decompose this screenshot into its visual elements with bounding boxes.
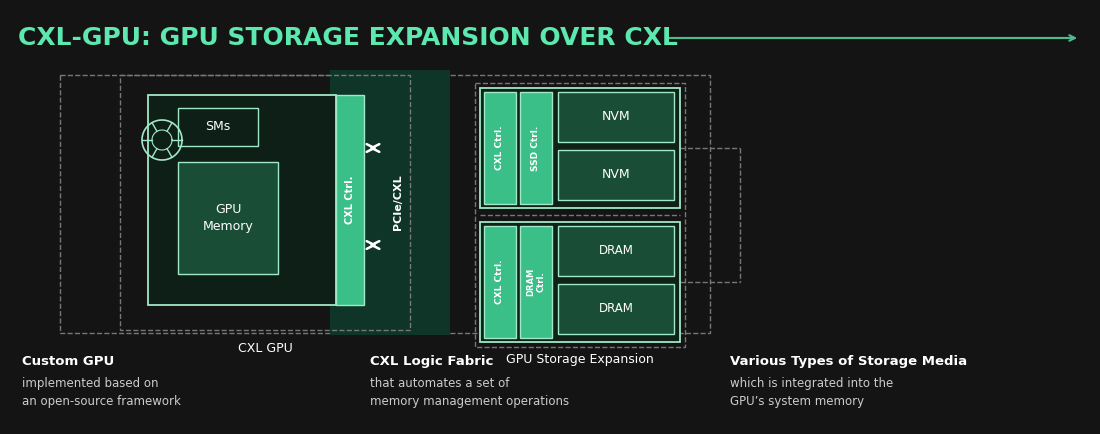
- Text: that automates a set of
memory management operations: that automates a set of memory managemen…: [370, 377, 569, 408]
- Text: CXL-GPU: GPU STORAGE EXPANSION OVER CXL: CXL-GPU: GPU STORAGE EXPANSION OVER CXL: [18, 26, 678, 50]
- Text: NVM: NVM: [602, 111, 630, 124]
- Bar: [475, 83, 685, 347]
- Text: NVM: NVM: [602, 168, 630, 181]
- Bar: [178, 108, 258, 146]
- Text: implemented based on
an open-source framework: implemented based on an open-source fram…: [22, 377, 180, 408]
- Text: SSD Ctrl.: SSD Ctrl.: [531, 125, 540, 171]
- Text: SMs: SMs: [206, 121, 231, 134]
- Text: CXL GPU: CXL GPU: [238, 342, 293, 355]
- Bar: [120, 75, 410, 330]
- Text: DRAM: DRAM: [598, 302, 634, 316]
- Text: CXL Logic Fabric: CXL Logic Fabric: [370, 355, 494, 368]
- Text: DRAM: DRAM: [598, 244, 634, 257]
- Bar: [484, 226, 516, 338]
- Bar: [558, 284, 674, 334]
- Bar: [178, 162, 278, 274]
- Bar: [484, 92, 516, 204]
- Bar: [558, 150, 674, 200]
- Text: GPU
Memory: GPU Memory: [202, 203, 253, 233]
- Text: CXL Ctrl.: CXL Ctrl.: [495, 260, 505, 304]
- Bar: [60, 75, 710, 333]
- Text: CXL Ctrl.: CXL Ctrl.: [345, 176, 355, 224]
- Bar: [336, 95, 364, 305]
- Bar: [148, 95, 336, 305]
- Bar: [558, 226, 674, 276]
- Text: GPU Storage Expansion: GPU Storage Expansion: [506, 354, 653, 366]
- Bar: [330, 70, 450, 335]
- Bar: [558, 92, 674, 142]
- Bar: [520, 92, 552, 204]
- Text: Various Types of Storage Media: Various Types of Storage Media: [730, 355, 967, 368]
- Text: CXL Ctrl.: CXL Ctrl.: [495, 126, 505, 170]
- Text: PCIe/CXL: PCIe/CXL: [393, 175, 403, 230]
- Bar: [480, 88, 680, 208]
- Bar: [480, 222, 680, 342]
- Text: Custom GPU: Custom GPU: [22, 355, 114, 368]
- Bar: [520, 226, 552, 338]
- Text: DRAM
Ctrl.: DRAM Ctrl.: [526, 268, 546, 296]
- Text: which is integrated into the
GPU’s system memory: which is integrated into the GPU’s syste…: [730, 377, 893, 408]
